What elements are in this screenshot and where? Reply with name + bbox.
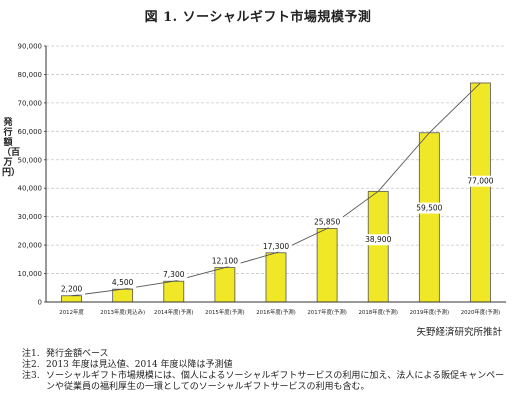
data-label: 25,850 <box>314 217 340 226</box>
data-label-box <box>260 240 292 252</box>
data-labels: 2,200 4,500 7,300 12,100 17,300 25,850 38,900 5… <box>58 175 497 295</box>
data-label-box <box>464 175 497 187</box>
data-label-group: 17,300 <box>260 240 292 252</box>
bar <box>265 252 287 303</box>
data-label-box <box>311 216 343 228</box>
source-credit: 矢野経済研究所推計 <box>416 327 502 338</box>
y-tick-label: 40,000 <box>18 185 43 193</box>
y-tick-label: 20,000 <box>18 242 43 250</box>
data-label-group: 25,850 <box>311 216 343 228</box>
data-label: 2,200 <box>61 285 83 294</box>
note-text: 発行金額ベース <box>46 349 109 359</box>
y-tick-label: 70,000 <box>18 99 43 107</box>
note-item: 注2. 2013 年度は見込値、2014 年度以降は予測値 <box>22 360 508 371</box>
data-label-group: 7,300 <box>160 269 188 281</box>
y-tick-label: 50,000 <box>18 156 43 164</box>
bar <box>470 82 491 303</box>
note-item: 注3. ソーシャルギフト市場規模には、個人によるソーシャルギフトサービスの利用に… <box>22 371 508 393</box>
y-axis-label: 発行額（百万円） <box>2 118 21 178</box>
note-id: 注3. <box>22 371 40 381</box>
data-label-group: 77,000 <box>464 175 497 187</box>
data-label-group: 2,200 <box>58 283 86 295</box>
data-label-box <box>209 255 241 267</box>
x-tick-label: 2012年度 <box>59 308 84 316</box>
bar <box>367 190 389 303</box>
data-label-box <box>58 283 86 295</box>
chart-title: 図 1. ソーシャルギフト市場規模予測 <box>144 10 372 25</box>
data-label: 12,100 <box>212 257 238 266</box>
data-label: 7,300 <box>163 270 185 279</box>
note-item: 注1. 発行金額ベース <box>22 349 508 360</box>
axes: 0 10,000 20,000 30,000 40,000 50,000 60,000 70,… <box>18 43 506 316</box>
data-label: 77,000 <box>467 177 493 186</box>
y-tick-label: 90,000 <box>18 43 43 51</box>
bars <box>61 82 491 303</box>
data-label-group: 4,500 <box>109 277 137 289</box>
y-tick-label: 60,000 <box>18 128 43 136</box>
x-tick-label: 2018年度(予測) <box>358 308 398 316</box>
data-label-box <box>109 277 137 289</box>
y-tick-label: 80,000 <box>18 71 43 79</box>
y-tick-label: 30,000 <box>18 213 43 221</box>
data-label-box <box>413 202 446 214</box>
data-label-group: 12,100 <box>209 255 241 267</box>
bar <box>418 132 440 303</box>
bar <box>61 295 82 303</box>
data-label-box <box>160 269 188 281</box>
note-id: 注2. <box>22 360 40 370</box>
data-label-box <box>362 234 395 246</box>
note-text: ソーシャルギフト市場規模には、個人によるソーシャルギフトサービスの利用に加え、法… <box>46 371 505 392</box>
data-label-group: 38,900 <box>362 234 395 246</box>
x-tick-label: 2019年度(予測) <box>410 308 450 316</box>
trend-line <box>71 82 481 297</box>
data-label: 59,500 <box>416 204 442 213</box>
bar <box>163 280 185 303</box>
bar <box>316 228 338 303</box>
note-id: 注1. <box>22 349 40 359</box>
y-tick-label: 0 <box>38 299 42 307</box>
bar <box>112 288 134 303</box>
bar <box>214 267 236 303</box>
x-tick-label: 2014年度(予測) <box>154 308 194 316</box>
trend-polyline <box>71 82 481 297</box>
footnotes: 注1. 発行金額ベース 注2. 2013 年度は見込値、2014 年度以降は予測… <box>22 349 508 393</box>
y-tick-label: 10,000 <box>18 270 43 278</box>
data-label-group: 59,500 <box>413 202 446 214</box>
data-label: 4,500 <box>112 278 134 287</box>
data-label: 17,300 <box>263 242 289 251</box>
x-tick-label: 2020年度(予測) <box>461 308 501 316</box>
data-label: 38,900 <box>365 235 391 244</box>
x-tick-label: 2016年度(予測) <box>256 308 296 316</box>
note-text: 2013 年度は見込値、2014 年度以降は予測値 <box>46 360 233 370</box>
x-tick-label: 2017年度(予測) <box>307 308 347 316</box>
bar-chart: 0 10,000 20,000 30,000 40,000 50,000 60,000 70,… <box>18 43 506 316</box>
x-tick-label: 2015年度(予測) <box>205 308 245 316</box>
x-tick-label: 2013年度(見込み) <box>100 308 145 316</box>
